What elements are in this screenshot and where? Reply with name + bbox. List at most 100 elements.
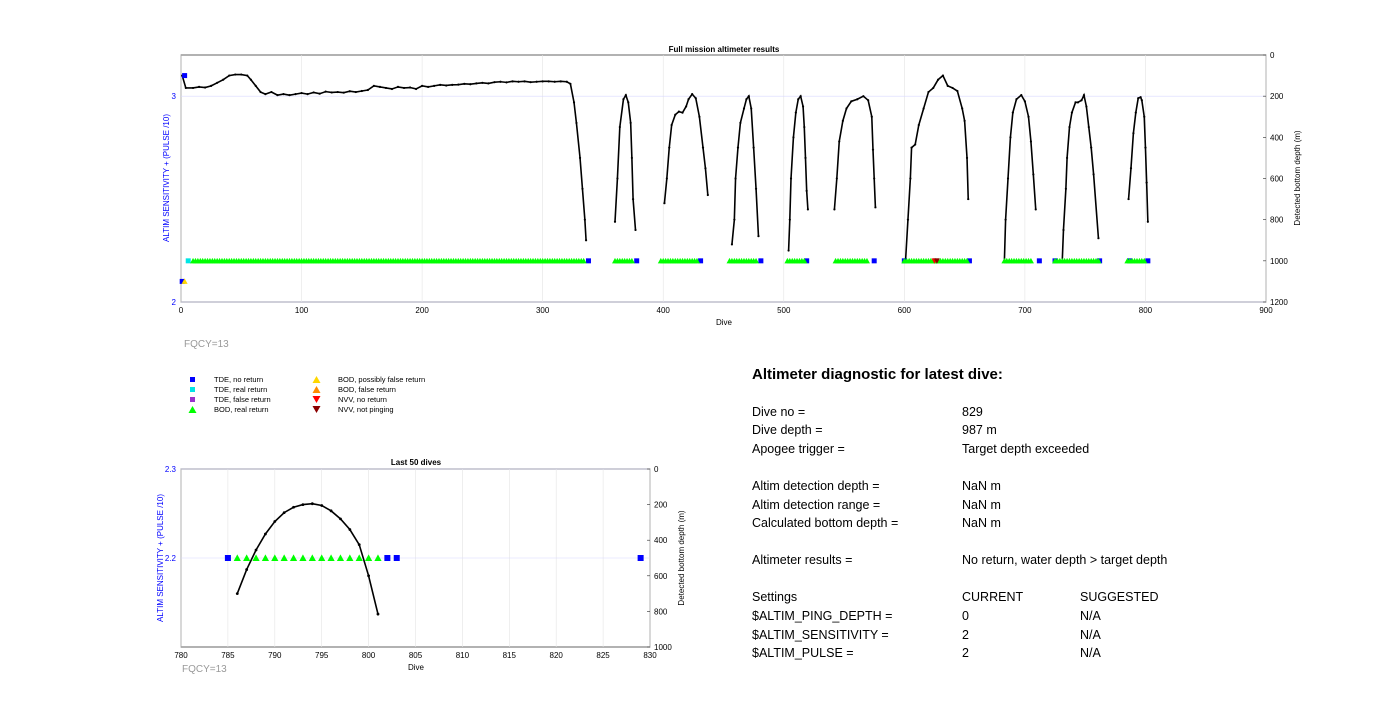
depth-series-line	[1127, 96, 1149, 222]
depth-point	[523, 80, 526, 83]
chart-title: Last 50 dives	[391, 458, 442, 467]
legend-item: NVV, not pinging	[312, 405, 394, 414]
depth-point	[698, 115, 701, 118]
depth-point	[965, 156, 969, 160]
tde-no-return-marker	[804, 258, 810, 264]
legend-item: TDE, real return	[188, 385, 267, 394]
bod-possibly-false-return-marker	[181, 278, 188, 284]
depth-point	[581, 187, 584, 190]
ping-depth-label: $ALTIM_PING_DEPTH =	[752, 609, 893, 623]
depth-point	[320, 504, 324, 507]
bod-real-return-marker	[280, 554, 288, 561]
depth-point	[850, 100, 853, 103]
depth-point	[1004, 218, 1007, 221]
depth-point	[624, 94, 627, 97]
diagnostic-title: Altimeter diagnostic for latest dive:	[752, 366, 1003, 383]
depth-point	[1011, 111, 1014, 114]
x-tick-label: 500	[777, 306, 791, 315]
depth-point	[629, 121, 632, 125]
x-tick-label: 825	[596, 651, 610, 660]
depth-point	[914, 143, 917, 146]
depth-point	[300, 91, 303, 95]
depth-point	[1027, 115, 1030, 118]
depth-point	[583, 218, 586, 221]
x-tick-label: 800	[362, 651, 376, 660]
depth-point	[439, 83, 442, 86]
depth-point	[245, 568, 249, 571]
depth-point	[687, 98, 690, 101]
depth-series-line	[1003, 93, 1037, 261]
altimeter-diagnostic-panel: Altimeter diagnostic for latest dive: Di…	[752, 366, 1312, 660]
depth-point	[366, 88, 369, 92]
depth-point	[228, 74, 231, 77]
depth-point	[704, 167, 707, 170]
bod-real-return-marker	[346, 554, 354, 561]
altim-detection-range-label: Altim detection range =	[752, 498, 881, 512]
bod-real-return-marker	[233, 554, 241, 561]
y-axis-right-label: Detected bottom depth (m)	[677, 510, 686, 605]
depth-point	[835, 177, 838, 180]
depth-point	[804, 156, 807, 160]
depth-point	[342, 91, 345, 94]
tde-no-return-marker	[393, 555, 400, 561]
bod-real-return-marker	[1027, 257, 1034, 264]
depth-point	[733, 218, 736, 221]
tde-no-return-marker	[384, 555, 391, 561]
chart-title: Full mission altimeter results	[669, 45, 780, 54]
depth-point	[856, 98, 859, 101]
depth-point	[294, 93, 297, 96]
altimeter-results-label: Altimeter results =	[752, 553, 853, 567]
tde-real-return-marker	[185, 258, 191, 264]
depth-point	[306, 93, 309, 96]
depth-point	[197, 85, 201, 89]
altim-detection-depth-label: Altim detection depth =	[752, 479, 880, 493]
tde-no-return-marker	[1036, 258, 1042, 264]
y-right-tick-label: 1000	[1270, 257, 1288, 266]
triangle-down-marker-icon	[312, 405, 321, 413]
depth-point	[792, 136, 795, 139]
depth-point	[873, 177, 876, 180]
depth-point	[1129, 167, 1133, 170]
depth-point	[204, 86, 207, 89]
depth-point	[547, 80, 550, 83]
depth-series-line	[614, 93, 637, 231]
depth-point	[1090, 146, 1093, 149]
depth-point	[336, 90, 339, 94]
depth-point	[956, 89, 959, 93]
depth-series-line	[1061, 92, 1100, 261]
triangle-up-marker-icon	[188, 405, 197, 413]
depth-point	[961, 107, 964, 110]
sensitivity-suggested: N/A	[1080, 628, 1101, 642]
bod-real-return-marker	[365, 554, 373, 561]
square-marker-icon	[190, 386, 195, 392]
depth-point	[367, 574, 370, 578]
x-tick-label: 820	[550, 651, 564, 660]
depth-point	[941, 74, 945, 77]
depth-point	[310, 502, 314, 506]
depth-point	[499, 80, 502, 83]
depth-point	[529, 81, 532, 84]
depth-point	[922, 107, 925, 110]
depth-point	[273, 520, 277, 523]
triangle-up-marker-icon	[312, 375, 321, 383]
sensitivity-current: 2	[962, 628, 969, 642]
depth-point	[1092, 173, 1095, 176]
depth-point	[806, 208, 809, 211]
x-tick-label: 805	[409, 651, 423, 660]
y-left-tick-label: 2.3	[165, 465, 177, 474]
depth-point	[841, 119, 844, 122]
depth-point	[421, 84, 424, 87]
depth-point	[1070, 111, 1074, 114]
depth-point	[613, 220, 617, 223]
depth-point	[845, 107, 848, 110]
depth-point	[665, 177, 668, 180]
depth-point	[757, 235, 760, 238]
depth-point	[1132, 132, 1135, 135]
depth-point	[1034, 208, 1037, 211]
depth-point	[685, 105, 688, 108]
depth-point	[739, 121, 742, 125]
x-axis-label: Dive	[716, 318, 733, 327]
x-tick-label: 600	[898, 306, 912, 315]
legend-item: TDE, no return	[188, 375, 263, 384]
bod-real-return-marker	[863, 257, 870, 264]
